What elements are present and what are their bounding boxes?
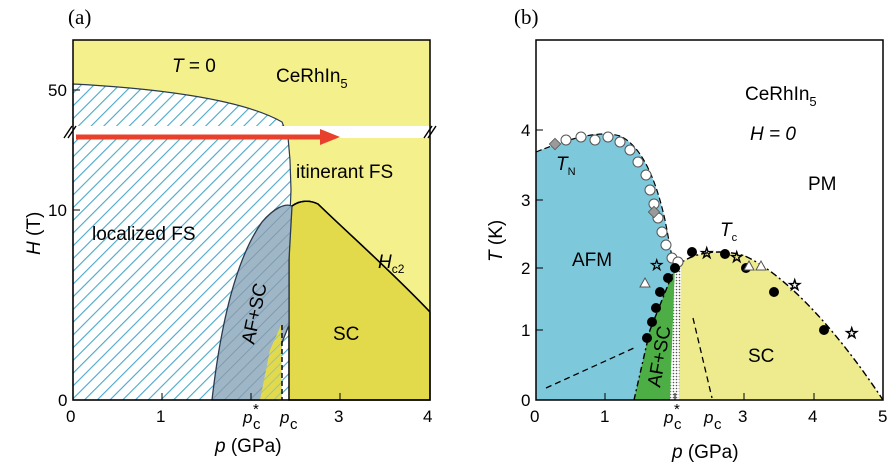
tc-point — [769, 287, 779, 297]
star-point: ☆ — [650, 257, 663, 274]
sc-label-a: SC — [333, 324, 359, 345]
tc-point — [670, 263, 680, 273]
tn-point — [575, 131, 587, 143]
tick-label: 50 — [48, 81, 67, 100]
pc-star-sup-b: * — [674, 401, 680, 418]
tn-point — [614, 136, 626, 148]
star-point: ☆ — [700, 245, 713, 262]
pc-star-sub-b: c — [674, 416, 682, 433]
compound-label-b: CeRhIn5 — [745, 84, 817, 109]
tn-label: TN — [556, 154, 576, 178]
tn-point — [560, 134, 572, 146]
diamond-point — [647, 205, 661, 219]
panel-b-label: (b) — [514, 5, 539, 29]
pocket-region — [260, 325, 282, 400]
tn-point — [589, 134, 601, 146]
hc2-line — [291, 200, 431, 313]
afm-dashed-line — [545, 347, 635, 389]
pc-star-sup-a: * — [253, 401, 259, 418]
tn-point — [644, 184, 656, 196]
panel-a-x-title: p (GPa) — [214, 436, 282, 457]
star-point: ☆ — [845, 325, 858, 342]
star-point: ☆ — [788, 277, 801, 294]
itinerant-fs-label: itinerant FS — [296, 162, 393, 183]
axis-break-left — [63, 125, 77, 139]
panel-b-x-ticks: 0 1 3 4 5 p c * p c — [530, 393, 887, 433]
af-sc-region-b — [634, 268, 675, 400]
tick-label: 2 — [521, 259, 530, 278]
tc-label: Tc — [720, 220, 738, 244]
triangle-point — [755, 259, 767, 271]
panel-a: (a) 0 1 — [24, 5, 437, 457]
diamond-points — [548, 137, 661, 219]
tn-point — [640, 169, 652, 181]
tc-point — [663, 273, 673, 283]
afm-label: AFM — [572, 250, 612, 271]
hc2-label: Hc2 — [378, 252, 405, 276]
tick-label: 10 — [48, 201, 67, 220]
tn-point — [624, 144, 636, 156]
sc-dashed-line — [692, 317, 713, 399]
tick-label: 0 — [58, 391, 67, 410]
tick-label: 3 — [521, 191, 530, 210]
tick-label: 4 — [521, 121, 530, 140]
pc-label-b: p — [703, 408, 713, 427]
star-points: ☆ ☆ ☆ ☆ ☆ — [650, 245, 859, 343]
panel-b: (b) — [486, 5, 887, 463]
star-point: ☆ — [730, 249, 743, 266]
pc-star-sub-a: c — [253, 416, 261, 433]
pc-sub-a: c — [290, 416, 298, 433]
tc-point — [642, 333, 652, 343]
tick-label: 1 — [156, 407, 165, 426]
panel-a-x-ticks: 0 1 3 4 p c * p c — [66, 393, 432, 433]
tick-label: 0 — [521, 391, 530, 410]
panel-b-x-title: p (GPa) — [671, 442, 739, 463]
pc-sub-b: c — [714, 416, 722, 433]
pc-label-a: p — [279, 408, 289, 427]
compound-label-a: CeRhIn5 — [276, 66, 348, 91]
sc-label-b: SC — [748, 346, 774, 367]
triangle-point — [743, 259, 755, 271]
tn-point — [660, 239, 672, 251]
tc-point — [651, 303, 661, 313]
tn-point — [632, 156, 644, 168]
panel-a-y-title: H (T) — [24, 212, 45, 255]
tick-label: 3 — [334, 407, 343, 426]
tick-label: 4 — [423, 407, 432, 426]
tick-label: 0 — [66, 407, 75, 426]
tc-point — [655, 287, 665, 297]
tc-point — [819, 325, 829, 335]
pm-label: PM — [808, 174, 837, 195]
tick-label: 3 — [738, 407, 747, 426]
diamond-point — [548, 137, 562, 151]
panel-b-y-ticks: 0 1 2 3 4 — [521, 121, 543, 410]
tn-point — [656, 226, 668, 238]
tn-data-points — [560, 131, 684, 268]
panel-b-frame — [535, 39, 884, 401]
sc-region-b — [675, 252, 883, 400]
field-label-b: H = 0 — [750, 124, 796, 145]
tick-label: 5 — [878, 407, 887, 426]
panel-a-label: (a) — [68, 5, 91, 29]
pc-star-label-a: p — [242, 408, 252, 427]
tc-point — [647, 317, 657, 327]
t-zero-label: T = 0 — [172, 56, 216, 77]
triangle-point — [639, 276, 651, 288]
pc-star-label-b: p — [663, 408, 673, 427]
afm-region — [536, 133, 675, 401]
tick-label: 1 — [600, 407, 609, 426]
tn-point — [602, 131, 614, 143]
panel-b-y-title: T (K) — [486, 220, 507, 262]
tc-point — [687, 247, 697, 257]
stipple-strip — [670, 268, 681, 400]
tick-label: 1 — [521, 321, 530, 340]
tick-label: 4 — [808, 407, 817, 426]
tick-label: 0 — [530, 407, 539, 426]
panel-a-y-ticks: 0 10 50 — [48, 81, 80, 410]
tc-point — [720, 249, 730, 259]
triangle-points — [639, 259, 767, 288]
red-arrow-head — [320, 129, 340, 145]
localized-fs-label: localized FS — [92, 224, 196, 245]
